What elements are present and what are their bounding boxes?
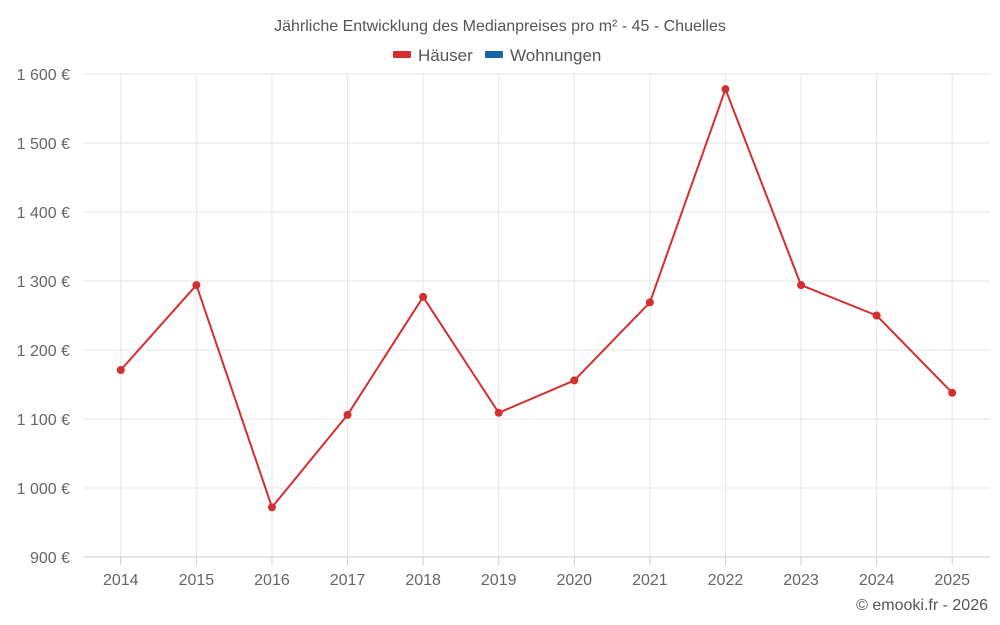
legend-label-haeuser: Häuser (418, 46, 473, 65)
data-point[interactable] (721, 85, 730, 94)
x-tick-label: 2025 (934, 572, 970, 589)
legend-label-wohnungen: Wohnungen (510, 46, 601, 65)
data-point[interactable] (797, 281, 806, 290)
x-tick-label: 2020 (556, 572, 592, 589)
axes: 900 € 1 000 € 1 100 € 1 200 € 1 300 € 1 400 €… (17, 67, 990, 589)
x-tick-label: 2024 (859, 572, 895, 589)
legend-swatch-haeuser (393, 51, 411, 58)
y-tick-label: 1 400 € (17, 205, 70, 222)
y-tick-label: 1 600 € (17, 67, 70, 84)
data-point[interactable] (872, 311, 881, 320)
data-point[interactable] (570, 376, 579, 385)
series-layer (116, 85, 957, 512)
legend: Häuser Wohnungen (393, 46, 601, 65)
y-tick-label: 1 200 € (17, 343, 70, 360)
legend-swatch-wohnungen (485, 51, 503, 58)
data-point[interactable] (343, 410, 352, 419)
chart-title: Jährliche Entwicklung des Medianpreises … (274, 18, 726, 35)
data-point[interactable] (116, 366, 125, 375)
series-line (120, 88, 953, 509)
y-tick-label: 1 100 € (17, 412, 70, 429)
legend-item-wohnungen[interactable]: Wohnungen (485, 46, 601, 65)
x-tick-label: 2022 (708, 572, 744, 589)
x-tick-label: 2018 (405, 572, 441, 589)
data-point[interactable] (192, 281, 201, 290)
x-tick-label: 2021 (632, 572, 668, 589)
x-tick-label: 2019 (481, 572, 517, 589)
y-tick-label: 1 500 € (17, 136, 70, 153)
data-point[interactable] (645, 298, 654, 307)
legend-item-haeuser[interactable]: Häuser (393, 46, 473, 65)
x-tick-label: 2023 (783, 572, 819, 589)
credit-text[interactable]: © emooki.fr - 2026 (856, 597, 988, 614)
data-point[interactable] (948, 388, 957, 397)
x-tick-label: 2015 (179, 572, 215, 589)
data-point[interactable] (494, 408, 503, 417)
grid (83, 73, 990, 557)
y-tick-label: 1 300 € (17, 274, 70, 291)
y-tick-label: 1 000 € (17, 481, 70, 498)
data-point[interactable] (267, 503, 276, 512)
x-tick-label: 2014 (103, 572, 139, 589)
y-tick-label: 900 € (30, 550, 70, 567)
x-tick-label: 2017 (330, 572, 366, 589)
data-point[interactable] (419, 292, 428, 301)
x-tick-label: 2016 (254, 572, 290, 589)
